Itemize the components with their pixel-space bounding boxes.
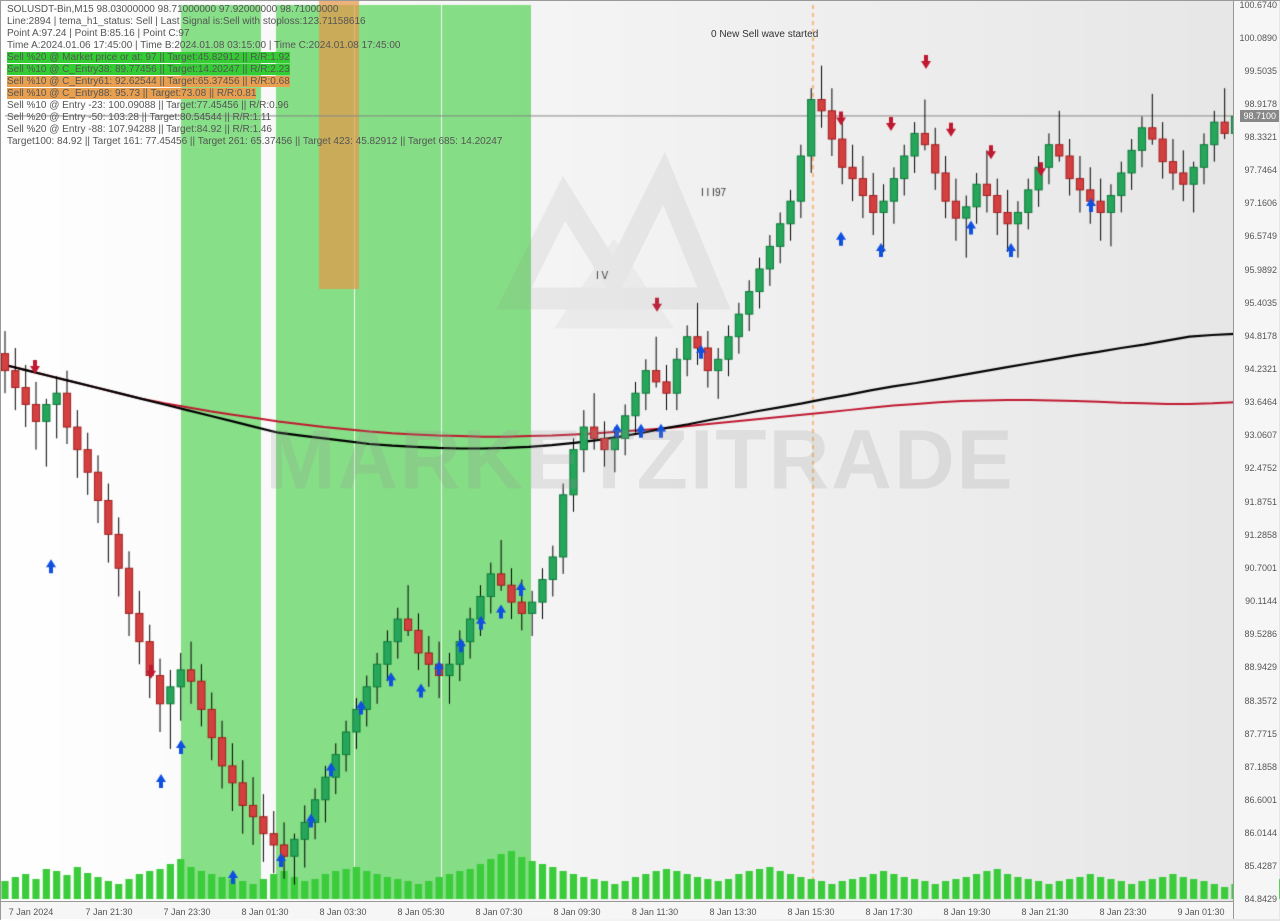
symbol-line: SOLUSDT-Bin,M15 98.03000000 98.71000000 … xyxy=(7,4,502,16)
y-tick: 93.0607 xyxy=(1244,430,1277,440)
x-tick: 8 Jan 05:30 xyxy=(397,907,444,917)
y-tick: 93.6464 xyxy=(1244,397,1277,407)
y-tick: 99.5035 xyxy=(1244,66,1277,76)
x-tick: 8 Jan 23:30 xyxy=(1099,907,1146,917)
info-line: Line:2894 | tema_h1_status: Sell | Last … xyxy=(7,16,502,28)
y-tick: 89.5286 xyxy=(1244,629,1277,639)
info-line: Sell %10 @ C_Entry38: 89.77456 || Target… xyxy=(7,64,502,76)
y-tick: 94.2321 xyxy=(1244,364,1277,374)
info-line: Point A:97.24 | Point B:85.16 | Point C:… xyxy=(7,28,502,40)
x-tick: 8 Jan 13:30 xyxy=(709,907,756,917)
x-tick: 7 Jan 2024 xyxy=(9,907,54,917)
x-tick: 8 Jan 07:30 xyxy=(475,907,522,917)
x-tick: 8 Jan 21:30 xyxy=(1021,907,1068,917)
y-tick: 84.8429 xyxy=(1244,894,1277,904)
y-tick: 90.1144 xyxy=(1245,596,1277,606)
x-tick: 8 Jan 01:30 xyxy=(241,907,288,917)
x-tick: 8 Jan 15:30 xyxy=(787,907,834,917)
info-overlay: SOLUSDT-Bin,M15 98.03000000 98.71000000 … xyxy=(7,4,502,148)
y-tick: 95.4035 xyxy=(1244,298,1277,308)
signal-label: 0 New Sell wave started xyxy=(711,29,818,40)
info-line: Sell %20 @ Entry -50: 103.28 || Target:8… xyxy=(7,112,502,124)
y-tick: 95.9892 xyxy=(1244,265,1277,275)
last-price-tag: 98.7100 xyxy=(1240,110,1279,122)
y-tick: 90.7001 xyxy=(1244,563,1277,573)
y-tick: 96.5749 xyxy=(1244,231,1277,241)
y-tick: 97.7464 xyxy=(1244,165,1277,175)
x-tick: 8 Jan 09:30 xyxy=(553,907,600,917)
y-tick: 98.9178 xyxy=(1244,99,1277,109)
x-tick: 7 Jan 21:30 xyxy=(85,907,132,917)
y-axis: 100.6740 100.0890 99.5035 98.9178 98.3321 97.… xyxy=(1233,1,1279,919)
chart-container: MARKETZITRADE SOLUSDT-Bin,M15 98.0300000… xyxy=(0,0,1280,920)
x-tick: 9 Jan 01:30 xyxy=(1177,907,1224,917)
x-axis: 7 Jan 2024 7 Jan 21:30 7 Jan 23:30 8 Jan 01… xyxy=(1,901,1233,919)
info-line: Sell %10 @ Entry -23: 100.09088 || Targe… xyxy=(7,100,502,112)
y-tick: 91.2858 xyxy=(1244,530,1277,540)
y-tick: 88.3572 xyxy=(1244,696,1277,706)
x-tick: 8 Jan 17:30 xyxy=(865,907,912,917)
y-tick: 100.6740 xyxy=(1239,0,1277,10)
y-tick: 98.3321 xyxy=(1244,132,1277,142)
info-line: Sell %10 @ C_Entry61: 92.62544 || Target… xyxy=(7,76,502,88)
y-tick: 100.0890 xyxy=(1239,33,1277,43)
x-tick: 8 Jan 11:30 xyxy=(632,907,678,917)
y-tick: 88.9429 xyxy=(1244,662,1277,672)
info-line: Sell %10 @ C_Entry88: 95.73 || Target:73… xyxy=(7,88,502,100)
y-tick: 91.8751 xyxy=(1244,497,1277,507)
y-tick: 87.1858 xyxy=(1244,762,1277,772)
y-tick: 94.8178 xyxy=(1244,331,1277,341)
y-tick: 87.7715 xyxy=(1244,729,1277,739)
y-tick: 97.1606 xyxy=(1244,198,1277,208)
x-tick: 7 Jan 23:30 xyxy=(163,907,210,917)
y-tick: 92.4752 xyxy=(1244,463,1277,473)
y-tick: 86.0144 xyxy=(1244,828,1277,838)
info-line: Target100: 84.92 || Target 161: 77.45456… xyxy=(7,136,502,148)
x-tick: 8 Jan 03:30 xyxy=(319,907,366,917)
x-tick: 8 Jan 19:30 xyxy=(943,907,990,917)
info-line: Time A:2024.01.06 17:45:00 | Time B:2024… xyxy=(7,40,502,52)
info-line: Sell %20 @ Market price or at: 97 || Tar… xyxy=(7,52,502,64)
y-tick: 85.4287 xyxy=(1244,861,1277,871)
info-line: Sell %20 @ Entry -88: 107.94288 || Targe… xyxy=(7,124,502,136)
y-tick: 86.6001 xyxy=(1244,795,1277,805)
